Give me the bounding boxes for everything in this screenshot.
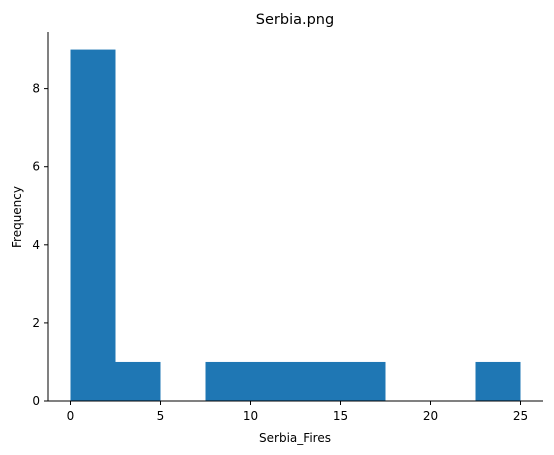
y-tick-label: 4 [32,238,40,252]
histogram-bar-4 [250,361,296,401]
x-axis-ticks: 0 5 10 15 20 25 [67,401,528,423]
y-axis-label: Frequency [10,186,24,248]
bars-group [70,49,521,401]
x-tick-label: 5 [157,409,165,423]
x-axis-label: Serbia_Fires [259,431,331,445]
histogram-bar-9 [475,361,521,401]
y-axis-ticks: 0 2 4 6 8 [32,82,48,408]
x-tick-label: 20 [423,409,438,423]
histogram-bar-0 [70,49,116,401]
x-tick-label: 10 [243,409,258,423]
histogram-bar-1 [115,361,161,401]
x-tick-label: 0 [67,409,75,423]
y-tick-label: 2 [32,316,40,330]
x-tick-label: 15 [333,409,348,423]
y-tick-label: 6 [32,160,40,174]
histogram-bar-6 [340,361,386,401]
y-tick-label: 0 [32,394,40,408]
histogram-bar-3 [205,361,251,401]
histogram-bar-5 [295,361,341,401]
y-tick-label: 8 [32,82,40,96]
chart-title: Serbia.png [256,12,334,28]
x-tick-label: 25 [513,409,528,423]
